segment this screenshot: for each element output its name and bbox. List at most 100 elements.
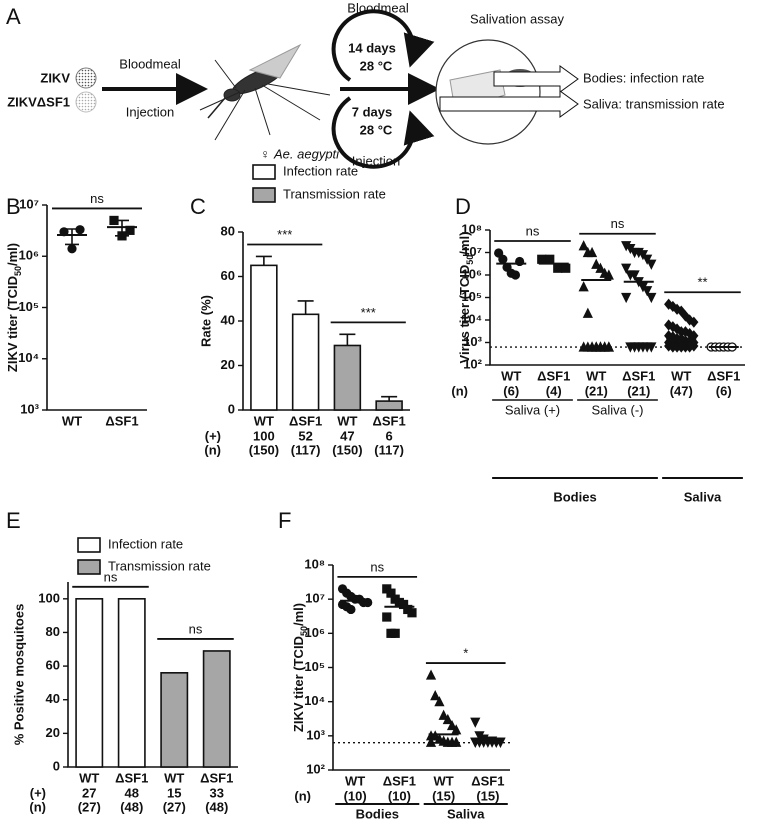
legend-swatch [252, 187, 276, 203]
point [515, 256, 525, 267]
point [646, 292, 657, 304]
point [382, 612, 392, 622]
row-label: (n) [204, 442, 221, 457]
axis [489, 230, 745, 366]
significance-label: ns [189, 621, 203, 636]
y-tick-label: 10³ [306, 727, 325, 742]
point [470, 717, 481, 728]
panel-letter: E [6, 508, 21, 533]
x-tick-label: ΔSF1 [383, 773, 416, 788]
mosquito-icon [199, 43, 331, 141]
x-tick-label: ΔSF1 [373, 413, 406, 428]
y-tick-label: 10⁶ [305, 625, 325, 640]
y-tick-label: 0 [228, 401, 235, 416]
row-label: (+) [205, 428, 221, 443]
point [629, 270, 640, 281]
y-tick-label: 100 [38, 590, 60, 605]
point [498, 254, 508, 264]
point [668, 321, 678, 333]
y-tick-label: 80 [221, 223, 235, 238]
row-label: (+) [30, 785, 46, 800]
group-label: Bodies [356, 806, 399, 820]
x-tick-label: ΔSF1 [471, 773, 504, 788]
row-value: 33 [210, 785, 224, 800]
y-tick-label: 0 [53, 758, 60, 773]
point [430, 690, 441, 701]
label: Salivation assay [470, 11, 564, 26]
significance-label: * [463, 646, 468, 661]
significance-label: *** [361, 305, 376, 320]
legend-label: Infection rate [283, 163, 358, 178]
y-tick-label: 10² [463, 356, 482, 371]
point [75, 225, 85, 235]
point [672, 303, 682, 315]
output-arrow [493, 65, 579, 93]
row-value: (27) [78, 799, 101, 814]
point [689, 316, 699, 328]
panel-letter: C [190, 194, 206, 219]
row-value: (10) [344, 788, 367, 803]
label: Injection [352, 153, 400, 168]
point [680, 310, 691, 322]
x-tick-label: ΔSF1 [115, 770, 148, 785]
y-axis-label: % Positive mosquitoes [11, 604, 26, 746]
error-bar [255, 255, 272, 266]
y-tick-label: 10³ [20, 401, 39, 416]
point [425, 736, 437, 747]
row-value: (15) [476, 788, 499, 803]
y-axis-label: ZIKV titer (TCID50/ml) [291, 603, 309, 732]
point [434, 696, 445, 707]
label: 7 days [352, 104, 392, 119]
row-value: (47) [670, 383, 693, 398]
x-tick-label: ΔSF1 [622, 368, 655, 383]
y-tick-label: 60 [221, 268, 235, 283]
panel-letter: D [455, 194, 471, 219]
group-label: Bodies [553, 489, 596, 504]
virus-icon [75, 67, 97, 89]
point [125, 225, 135, 235]
legend-label: Infection rate [108, 536, 183, 551]
diagram: A ZIKV ZIKVΔSF1 Bloodmeal Injection ♀ Ae… [6, 0, 725, 169]
point [425, 669, 437, 680]
point [646, 342, 657, 353]
point [672, 323, 682, 335]
legend-swatch [77, 559, 101, 575]
y-tick-label: 10⁶ [462, 266, 482, 281]
x-tick-label: WT [62, 413, 82, 428]
point [398, 599, 409, 610]
species: Ae. aegypti [273, 146, 340, 161]
error-bar [297, 300, 314, 315]
point [664, 298, 674, 310]
sex: ♀ [260, 146, 270, 161]
row-value: 47 [340, 428, 354, 443]
point [685, 341, 695, 353]
point [685, 327, 695, 340]
output: Saliva: transmission rate [583, 96, 725, 111]
point [586, 246, 598, 258]
y-axis-label: ZIKV titer (TCID50/ml) [5, 243, 23, 372]
significance-label: ns [104, 569, 118, 584]
group-label: Saliva [684, 489, 722, 504]
point [386, 588, 396, 598]
y-tick-label: 10³ [463, 334, 482, 349]
point [451, 724, 462, 735]
label: 28 °C [360, 122, 393, 137]
point [346, 604, 356, 615]
y-tick-label: 10⁷ [462, 244, 482, 259]
bar [75, 598, 104, 768]
y-tick-label: 10⁷ [305, 591, 325, 606]
point [109, 215, 119, 226]
x-tick-label: WT [79, 770, 99, 785]
label: Bloodmeal [347, 0, 409, 15]
row-value: 100 [253, 428, 275, 443]
point [642, 286, 653, 297]
point [603, 341, 614, 352]
row-value: (27) [163, 799, 186, 814]
row-value: 48 [125, 785, 139, 800]
point [621, 241, 632, 252]
y-label-part: ZIKV titer (TCID [291, 636, 306, 732]
point [390, 628, 400, 638]
y-tick-label: 10⁷ [19, 196, 39, 211]
row-value: (4) [546, 383, 562, 398]
point [676, 305, 686, 317]
